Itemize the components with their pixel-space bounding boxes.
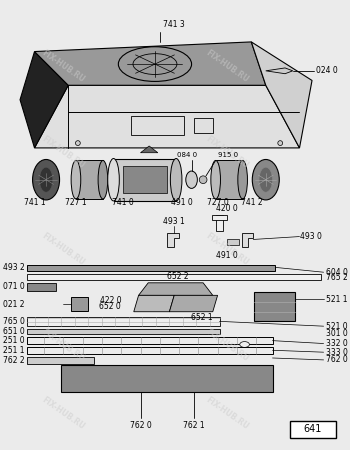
Text: 493 2: 493 2 <box>3 263 25 272</box>
Text: FIX-HUB.RU: FIX-HUB.RU <box>40 328 86 364</box>
Bar <box>254 292 295 321</box>
Text: 491 0: 491 0 <box>171 198 193 207</box>
Ellipse shape <box>108 158 119 201</box>
Text: 652 0: 652 0 <box>99 302 121 311</box>
Text: 915 0: 915 0 <box>218 152 238 158</box>
Text: 604 0: 604 0 <box>326 268 348 277</box>
Bar <box>27 357 94 364</box>
Text: 652 2: 652 2 <box>168 272 189 281</box>
Ellipse shape <box>259 167 273 192</box>
Polygon shape <box>35 86 300 148</box>
Text: 762 1: 762 1 <box>183 421 204 430</box>
Bar <box>227 239 239 245</box>
Polygon shape <box>140 146 158 153</box>
Polygon shape <box>20 52 68 148</box>
Polygon shape <box>35 42 266 86</box>
Text: FIX-HUB.RU: FIX-HUB.RU <box>40 48 86 84</box>
Bar <box>113 158 176 201</box>
Text: 071 0: 071 0 <box>3 282 25 291</box>
Text: 084 0: 084 0 <box>177 152 197 158</box>
Text: 727 1: 727 1 <box>65 198 87 207</box>
Bar <box>27 316 219 326</box>
Text: FIX-HUB.RU: FIX-HUB.RU <box>40 135 86 171</box>
Text: 251 0: 251 0 <box>3 336 25 345</box>
Ellipse shape <box>186 171 197 189</box>
Bar <box>62 364 273 392</box>
Text: FIX-HUB.RU: FIX-HUB.RU <box>40 395 86 431</box>
Text: 521 1: 521 1 <box>326 295 347 304</box>
Bar <box>194 118 213 134</box>
Text: 741 3: 741 3 <box>163 20 184 29</box>
Ellipse shape <box>39 167 53 192</box>
Text: 641: 641 <box>304 424 322 434</box>
Ellipse shape <box>170 158 182 201</box>
Text: 765 0: 765 0 <box>3 317 25 326</box>
Ellipse shape <box>211 161 220 199</box>
Text: 651 0: 651 0 <box>3 328 25 337</box>
Text: 251 1: 251 1 <box>4 346 25 355</box>
Text: FIX-HUB.RU: FIX-HUB.RU <box>40 231 86 267</box>
Bar <box>27 274 321 280</box>
Bar <box>27 337 273 345</box>
Text: 301 0: 301 0 <box>326 329 347 338</box>
Ellipse shape <box>76 141 80 145</box>
Bar <box>123 166 168 193</box>
Text: 493 1: 493 1 <box>163 217 184 226</box>
Polygon shape <box>251 42 312 148</box>
Bar <box>27 347 273 354</box>
Text: 521 0: 521 0 <box>326 322 347 331</box>
Bar <box>290 421 336 438</box>
Polygon shape <box>134 295 174 312</box>
Bar <box>71 297 89 311</box>
Bar <box>131 116 184 135</box>
Polygon shape <box>266 68 293 74</box>
Polygon shape <box>139 283 213 295</box>
Bar <box>76 161 103 199</box>
Text: 762 0: 762 0 <box>326 356 347 364</box>
Text: 741 2: 741 2 <box>241 198 263 207</box>
Text: 491 0: 491 0 <box>216 251 237 260</box>
Bar <box>216 216 223 231</box>
Text: FIX-HUB.RU: FIX-HUB.RU <box>204 231 250 267</box>
Text: 762 0: 762 0 <box>130 421 152 430</box>
Text: 024 0: 024 0 <box>316 66 338 75</box>
Ellipse shape <box>98 161 108 199</box>
Text: 727 0: 727 0 <box>207 198 229 207</box>
Bar <box>27 265 275 271</box>
Text: 021 2: 021 2 <box>4 300 25 309</box>
Bar <box>216 161 243 199</box>
Bar <box>212 216 227 220</box>
Text: FIX-HUB.RU: FIX-HUB.RU <box>204 135 250 171</box>
Text: 762 2: 762 2 <box>3 356 25 365</box>
Text: 652 1: 652 1 <box>191 313 212 322</box>
Text: FIX-HUB.RU: FIX-HUB.RU <box>204 395 250 431</box>
Ellipse shape <box>71 161 81 199</box>
Text: 741 1: 741 1 <box>24 198 45 207</box>
Polygon shape <box>168 233 179 247</box>
Ellipse shape <box>278 141 283 145</box>
Text: FIX-HUB.RU: FIX-HUB.RU <box>204 48 250 84</box>
Ellipse shape <box>240 342 250 347</box>
Text: 422 0: 422 0 <box>100 296 121 305</box>
Text: 332 0: 332 0 <box>326 339 347 348</box>
Polygon shape <box>242 233 253 247</box>
Ellipse shape <box>33 159 60 200</box>
Polygon shape <box>169 295 218 312</box>
Text: FIX-HUB.RU: FIX-HUB.RU <box>204 328 250 364</box>
Text: 741 0: 741 0 <box>112 198 134 207</box>
Ellipse shape <box>238 161 247 199</box>
Bar <box>27 329 219 334</box>
Bar <box>27 283 56 291</box>
Text: 765 2: 765 2 <box>326 273 347 282</box>
Text: 333 0: 333 0 <box>326 348 348 357</box>
Ellipse shape <box>199 176 207 184</box>
Ellipse shape <box>252 159 279 200</box>
Text: 493 0: 493 0 <box>300 232 322 241</box>
Text: 420 0: 420 0 <box>216 204 237 213</box>
